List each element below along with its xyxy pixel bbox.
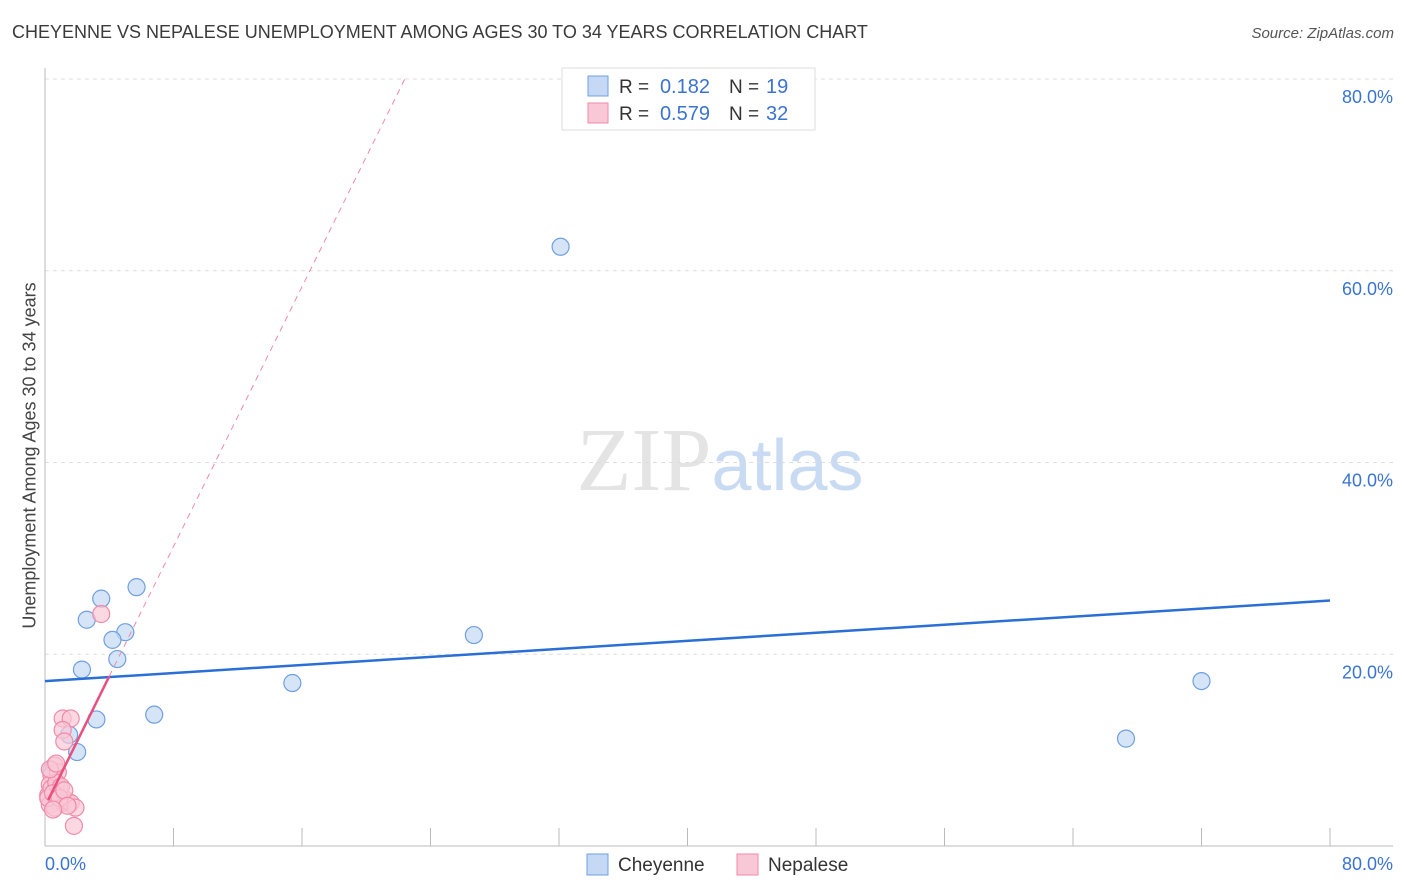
source-label: Source: ZipAtlas.com [1251, 25, 1394, 42]
legend-n-value: 32 [766, 103, 788, 125]
cheyenne-trendline [44, 599, 1331, 683]
cheyenne-point [464, 625, 483, 645]
legend-r-value: 0.579 [660, 103, 710, 125]
cheyenne-point [127, 578, 146, 597]
bottom-legend-swatch [736, 853, 759, 876]
legend-r-label: R = [619, 77, 649, 98]
x-tick-label: 80.0% [1342, 854, 1393, 874]
cheyenne-point [103, 630, 122, 649]
nepalese-point [55, 732, 74, 751]
cheyenne-point [72, 660, 92, 679]
cheyenne-point [1192, 671, 1211, 691]
x-tick-label: 0.0% [45, 854, 86, 874]
cheyenne-point [551, 237, 570, 256]
nepalese-trendline [47, 675, 111, 801]
chart-title: CHEYENNE VS NEPALESE UNEMPLOYMENT AMONG … [12, 22, 868, 42]
cheyenne-point [92, 589, 111, 608]
y-axis-label: Unemployment Among Ages 30 to 34 years [19, 282, 40, 629]
nepalese-trendline-extension [108, 78, 406, 677]
bottom-legend-label: Cheyenne [618, 855, 705, 876]
watermark: ZIPatlas [576, 411, 863, 510]
cheyenne-point [1116, 729, 1136, 748]
watermark-atlas: atlas [711, 426, 863, 506]
y-tick-label: 20.0% [1342, 662, 1393, 682]
legend-n-value: 19 [766, 76, 788, 98]
legend-n-label: N = [729, 104, 759, 125]
cheyenne-point [145, 705, 164, 724]
nepalese-point [43, 800, 63, 819]
nepalese-point [47, 754, 66, 773]
bottom-legend-label: Nepalese [768, 855, 848, 876]
bottom-legend-swatch [586, 853, 609, 876]
legend-swatch [587, 75, 609, 97]
legend-r-label: R = [619, 104, 649, 125]
legend-r-value: 0.182 [660, 76, 710, 98]
legend-n-label: N = [729, 77, 759, 98]
cheyenne-point [283, 673, 302, 693]
y-tick-label: 40.0% [1342, 471, 1393, 491]
cheyenne-point [108, 649, 127, 669]
nepalese-point [55, 781, 74, 800]
y-tick-label: 80.0% [1342, 87, 1393, 107]
nepalese-point [92, 604, 111, 624]
nepalese-point [64, 816, 84, 835]
legend-swatch [587, 102, 609, 124]
watermark-zip: ZIP [576, 411, 711, 510]
y-tick-label: 60.0% [1342, 279, 1393, 299]
